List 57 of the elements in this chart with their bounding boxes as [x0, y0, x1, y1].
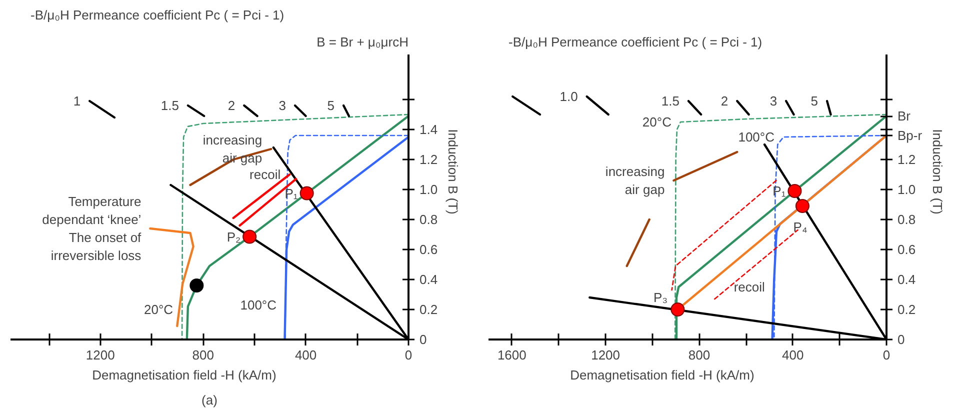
x-tick-label: 1200 [591, 348, 620, 362]
y-tick-label: 0.2 [420, 302, 438, 317]
annotation: 1 [73, 94, 81, 108]
y-tick-label: 0.8 [420, 212, 438, 227]
annotation: recoil [250, 167, 281, 182]
annotation: 2 [720, 94, 728, 108]
y-tick-label: 0 [898, 332, 905, 347]
chart-title: -B/μ₀H Permeance coefficient Pc ( = Pci - 1) [30, 8, 284, 22]
annotation: 5 [810, 94, 818, 108]
y-tick-label: 1.2 [420, 152, 438, 167]
annotation: 1.5 [160, 98, 179, 113]
y-tick-label: 1.4 [420, 122, 438, 137]
x-tick-label: 0 [404, 348, 412, 362]
y-tick-label: 0.4 [420, 272, 438, 287]
y-tick-label: 1.2 [898, 152, 916, 167]
y-tick-label: 1.0 [420, 182, 438, 197]
annotation: 20°C [144, 302, 174, 317]
annotation: 1.0 [560, 89, 578, 104]
annotation: 100°C [240, 298, 277, 312]
y-tick-label: 0.8 [898, 212, 916, 227]
annotation: 20°C [642, 114, 672, 130]
annotation: P₄ [793, 220, 808, 234]
chart-title: -B/μ₀H Permeance coefficient Pc ( = Pci - 1) [508, 34, 762, 50]
x-tick-label: 800 [192, 348, 214, 362]
x-axis-title: Demagnetisation field -H (kA/m) [570, 368, 754, 382]
annotation: 5 [327, 98, 335, 113]
annotation: P₂ [226, 229, 241, 244]
y-axis-title: Induction B (T) [446, 129, 461, 214]
x-tick-label: 400 [782, 348, 804, 362]
x-tick-label: 400 [294, 348, 317, 362]
annotation: recoil [734, 280, 765, 294]
chart-subtitle: B = Br + μ₀μrcH [316, 34, 409, 50]
x-tick-label: 0 [882, 348, 890, 362]
text: (a) [202, 392, 218, 408]
annotation: increasing air gap [605, 164, 665, 197]
annotation: P₁ [772, 184, 786, 198]
y-tick-label: 0.6 [898, 242, 916, 257]
annotation: 3 [770, 94, 778, 108]
annotation: 100°C [738, 130, 774, 144]
y-tick-label: Br [898, 108, 912, 124]
x-tick-label: 1600 [497, 348, 526, 362]
y-tick-label: 0.2 [898, 302, 916, 317]
x-tick-label: 1200 [86, 348, 115, 362]
y-tick-label: 1.0 [898, 182, 916, 197]
annotation: P₃ [654, 290, 668, 305]
annotation: 3 [278, 98, 286, 113]
annotation: Temperature dependant ‘knee’ The onset of irreversible loss [42, 194, 142, 263]
annotation: P₁ [284, 186, 298, 201]
x-axis-title: Demagnetisation field -H (kA/m) [92, 368, 276, 382]
x-tick-label: 800 [688, 348, 710, 362]
y-axis-title: Induction B (T) [930, 129, 946, 214]
y-tick-label: 0.6 [420, 242, 438, 257]
y-tick-label: Bp-r [898, 128, 923, 143]
y-tick-label: 0.4 [898, 272, 916, 287]
y-tick-label: 0 [420, 332, 427, 347]
annotation: 2 [228, 98, 236, 113]
annotation: 1.5 [661, 94, 680, 108]
